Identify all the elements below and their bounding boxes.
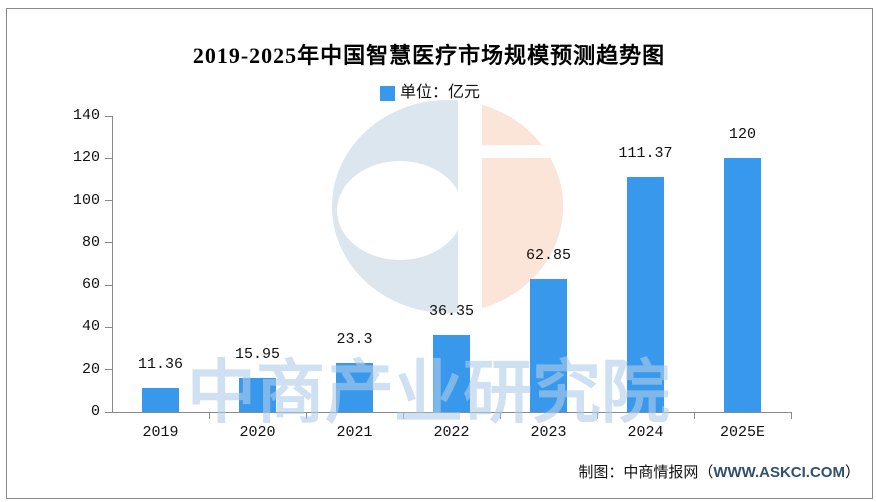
chart-frame-border: [6, 8, 873, 499]
bar-value-label: 15.95: [234, 346, 280, 364]
footer-suffix: ）: [844, 464, 860, 481]
y-tick: [105, 369, 112, 371]
footer-credit: 制图：中商情报网（WWW.ASKCI.COM）: [578, 461, 860, 482]
y-tick: [105, 284, 112, 286]
x-tick: [694, 413, 695, 419]
x-category-label: 2024: [627, 424, 664, 441]
y-tick-label: 80: [81, 233, 100, 251]
x-category-label: 2023: [530, 424, 567, 441]
bar: [142, 387, 179, 412]
y-tick-label: 0: [90, 403, 100, 420]
logo-i-shape: [482, 100, 563, 313]
y-tick: [105, 115, 112, 117]
legend-label: 单位：亿元: [400, 84, 481, 101]
bar-value-label: 111.37: [618, 144, 673, 162]
x-tick: [791, 413, 792, 419]
x-category-label: 2022: [433, 424, 470, 441]
y-tick-label: 100: [72, 191, 100, 209]
y-tick: [105, 200, 112, 202]
bar-value-label: 36.35: [428, 303, 474, 321]
x-tick: [209, 413, 210, 419]
legend-swatch-icon: [380, 85, 395, 101]
x-category-label: 2019: [142, 424, 179, 441]
y-tick: [105, 411, 112, 413]
bar-value-label: 62.85: [525, 247, 571, 265]
x-tick: [500, 413, 501, 419]
x-tick: [306, 413, 307, 419]
y-tick: [105, 242, 112, 244]
logo-lens-cutout: [337, 161, 463, 260]
y-tick-label: 60: [81, 276, 100, 294]
bar-value-label: 23.3: [336, 330, 373, 348]
y-tick-label: 20: [81, 360, 100, 378]
bar: [239, 378, 276, 412]
x-tick: [597, 413, 598, 419]
y-tick: [105, 157, 112, 159]
y-axis-line: [112, 116, 113, 413]
bar: [724, 158, 761, 412]
footer-prefix: 制图：中商情报网（: [578, 464, 714, 481]
watermark-text: 中商产业研究院: [187, 354, 670, 431]
chart-title: 2019-2025年中国智慧医疗市场规模预测趋势图: [192, 43, 666, 68]
askci-logo-watermark: [332, 100, 563, 313]
y-tick-label: 120: [72, 149, 100, 167]
y-tick-label: 140: [72, 107, 100, 124]
x-axis-line: [112, 412, 792, 413]
legend: 单位：亿元: [380, 85, 480, 101]
bar: [530, 279, 567, 412]
bar: [336, 362, 373, 412]
bar-value-label: 120: [728, 126, 756, 144]
bar: [627, 176, 664, 412]
y-tick-label: 40: [81, 318, 100, 336]
bar-value-label: 11.36: [137, 355, 183, 373]
x-tick: [403, 413, 404, 419]
x-category-label: 2021: [336, 424, 373, 441]
bar: [433, 335, 470, 412]
x-category-label: 2020: [239, 424, 276, 441]
y-tick: [105, 326, 112, 328]
x-category-label: 2025E: [719, 424, 765, 441]
logo-dot-gap: [482, 145, 563, 158]
footer-link: WWW.ASKCI.COM: [713, 464, 845, 481]
